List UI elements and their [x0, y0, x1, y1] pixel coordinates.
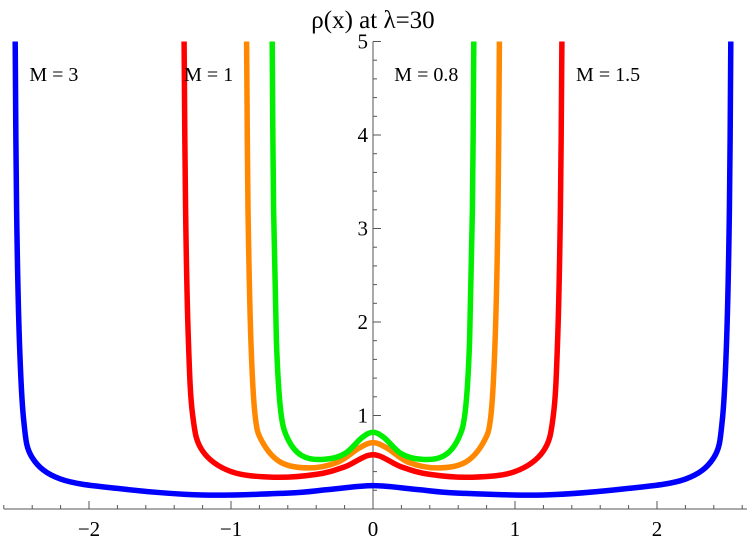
axes: −2 −1 0 1 2 1 2 3 4 5 — [3, 30, 747, 541]
series-line-m-1 — [243, 41, 503, 471]
y-tick-label: 1 — [358, 404, 369, 428]
x-tick-label: −2 — [78, 517, 100, 541]
annotations-group: M = 3 M = 1 M = 0.8 M = 1.5 — [29, 64, 640, 86]
series-line-m-3 — [12, 41, 734, 498]
y-tick-label: 2 — [358, 310, 369, 334]
x-tick-label: 2 — [652, 517, 663, 541]
annotation-label: M = 0.8 — [394, 64, 458, 86]
chart-title: ρ(x) at λ=30 — [311, 7, 434, 34]
series-line-m-0-8 — [269, 41, 477, 463]
x-tick-label: −1 — [220, 517, 242, 541]
y-tick-label: 5 — [358, 30, 369, 54]
annotation-label: M = 1 — [184, 64, 233, 86]
series-line-m-1-5 — [181, 41, 565, 481]
y-tick-label: 3 — [358, 217, 369, 241]
y-tick-label: 4 — [358, 123, 369, 147]
x-tick-label: 0 — [368, 517, 379, 541]
annotation-label: M = 3 — [29, 64, 78, 86]
annotation-label: M = 1.5 — [576, 64, 640, 86]
x-tick-label: 1 — [510, 517, 521, 541]
series-group — [12, 41, 734, 498]
